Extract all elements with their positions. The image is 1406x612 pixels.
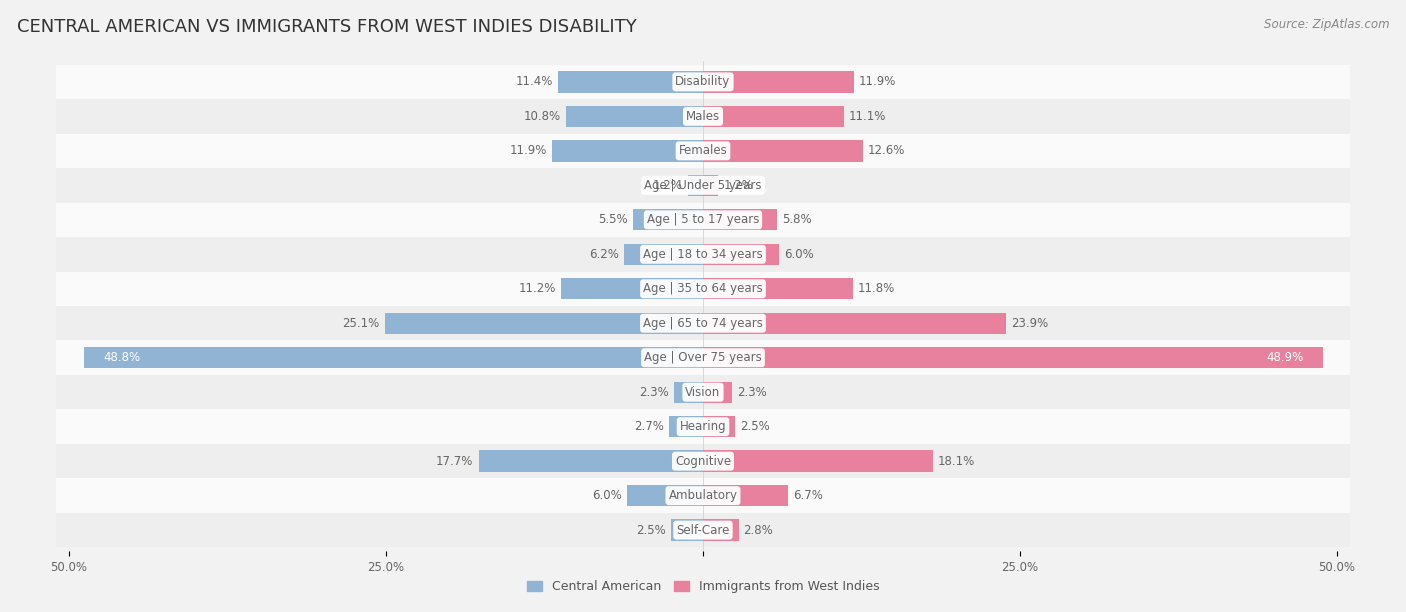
Bar (44, 479, 1362, 513)
Text: 11.9%: 11.9% (509, 144, 547, 157)
Text: 6.0%: 6.0% (592, 489, 621, 502)
Text: 2.7%: 2.7% (634, 420, 664, 433)
Bar (44, 409, 1362, 444)
Bar (44, 65, 1362, 99)
Text: Age | 5 to 17 years: Age | 5 to 17 years (647, 214, 759, 226)
Text: 11.4%: 11.4% (516, 75, 554, 88)
Text: Age | 35 to 64 years: Age | 35 to 64 years (643, 282, 763, 295)
Text: 11.2%: 11.2% (519, 282, 555, 295)
Bar (673, 381, 703, 403)
Bar (633, 209, 703, 231)
Bar (44, 237, 1362, 272)
Bar (553, 140, 703, 162)
Bar (44, 203, 1362, 237)
Text: 25.1%: 25.1% (343, 317, 380, 330)
Text: Ambulatory: Ambulatory (668, 489, 738, 502)
Bar (703, 347, 1323, 368)
Text: 5.5%: 5.5% (599, 214, 628, 226)
Bar (703, 209, 776, 231)
Text: 18.1%: 18.1% (938, 455, 974, 468)
Bar (44, 513, 1362, 547)
Text: 6.7%: 6.7% (793, 489, 823, 502)
Text: 11.9%: 11.9% (859, 75, 897, 88)
Bar (703, 520, 738, 541)
Text: Vision: Vision (685, 386, 721, 398)
Text: Age | 18 to 34 years: Age | 18 to 34 years (643, 248, 763, 261)
Text: 2.3%: 2.3% (737, 386, 768, 398)
Text: CENTRAL AMERICAN VS IMMIGRANTS FROM WEST INDIES DISABILITY: CENTRAL AMERICAN VS IMMIGRANTS FROM WEST… (17, 18, 637, 36)
Text: Females: Females (679, 144, 727, 157)
Text: Age | 65 to 74 years: Age | 65 to 74 years (643, 317, 763, 330)
Bar (703, 140, 863, 162)
Text: 2.5%: 2.5% (637, 524, 666, 537)
Bar (44, 375, 1362, 409)
Bar (84, 347, 703, 368)
Bar (703, 278, 852, 299)
Text: Cognitive: Cognitive (675, 455, 731, 468)
Text: 5.8%: 5.8% (782, 214, 811, 226)
Text: 1.2%: 1.2% (723, 179, 754, 192)
Text: Hearing: Hearing (679, 420, 727, 433)
Text: Self-Care: Self-Care (676, 524, 730, 537)
Bar (703, 174, 718, 196)
Text: 17.7%: 17.7% (436, 455, 474, 468)
Bar (624, 244, 703, 265)
Bar (703, 416, 735, 438)
Text: Males: Males (686, 110, 720, 123)
Text: Disability: Disability (675, 75, 731, 88)
Text: 2.8%: 2.8% (744, 524, 773, 537)
Text: 12.6%: 12.6% (868, 144, 905, 157)
Bar (703, 71, 853, 92)
Bar (44, 340, 1362, 375)
Bar (703, 450, 932, 472)
Text: 10.8%: 10.8% (524, 110, 561, 123)
Text: 2.5%: 2.5% (740, 420, 769, 433)
Bar (44, 99, 1362, 133)
Text: 48.8%: 48.8% (103, 351, 141, 364)
Text: 23.9%: 23.9% (1011, 317, 1049, 330)
Bar (558, 71, 703, 92)
Bar (44, 306, 1362, 340)
Text: 2.3%: 2.3% (638, 386, 669, 398)
Text: Source: ZipAtlas.com: Source: ZipAtlas.com (1264, 18, 1389, 31)
Bar (669, 416, 703, 438)
Bar (703, 381, 733, 403)
Bar (567, 106, 703, 127)
Bar (44, 133, 1362, 168)
Text: 1.2%: 1.2% (652, 179, 683, 192)
Text: 11.1%: 11.1% (849, 110, 886, 123)
Text: Age | Over 75 years: Age | Over 75 years (644, 351, 762, 364)
Bar (688, 174, 703, 196)
Bar (671, 520, 703, 541)
Text: 48.9%: 48.9% (1267, 351, 1305, 364)
Bar (703, 313, 1007, 334)
Bar (703, 485, 787, 506)
Bar (627, 485, 703, 506)
Text: Age | Under 5 years: Age | Under 5 years (644, 179, 762, 192)
Bar (561, 278, 703, 299)
Bar (703, 244, 779, 265)
Bar (44, 444, 1362, 479)
Bar (703, 106, 844, 127)
Bar (478, 450, 703, 472)
Bar (44, 272, 1362, 306)
Text: 6.0%: 6.0% (785, 248, 814, 261)
Text: 6.2%: 6.2% (589, 248, 619, 261)
Legend: Central American, Immigrants from West Indies: Central American, Immigrants from West I… (522, 575, 884, 599)
Bar (385, 313, 703, 334)
Bar (44, 168, 1362, 203)
Text: 11.8%: 11.8% (858, 282, 896, 295)
